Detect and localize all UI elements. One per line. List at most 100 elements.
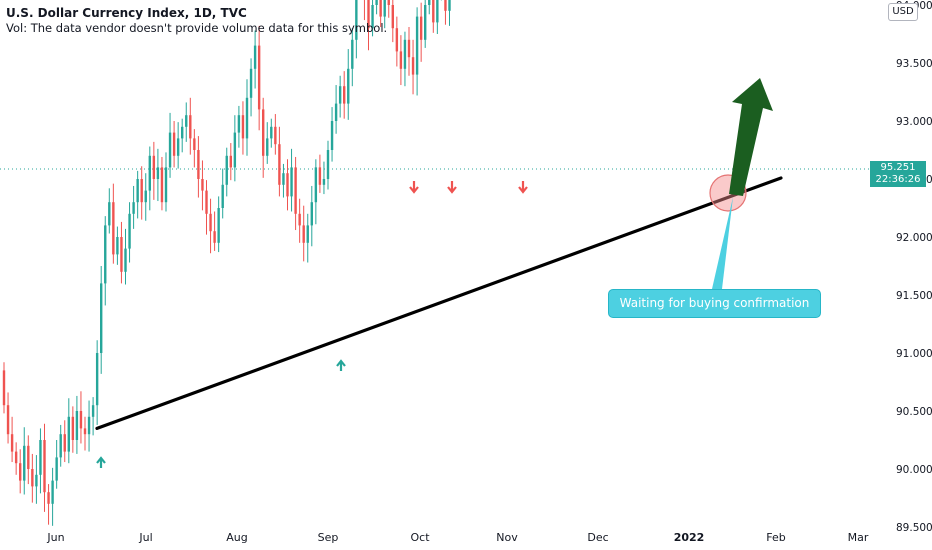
- candle: [262, 97, 265, 178]
- candle: [274, 114, 277, 155]
- candle: [399, 35, 403, 86]
- currency-button[interactable]: USD: [888, 3, 918, 21]
- candle: [148, 146, 151, 211]
- candle-body: [306, 225, 309, 243]
- candle: [367, 0, 370, 51]
- candle-body: [355, 0, 358, 40]
- candle-body: [322, 179, 326, 185]
- candle: [205, 180, 208, 235]
- candle: [124, 228, 127, 285]
- candle: [197, 136, 200, 198]
- candle: [241, 101, 245, 155]
- candle-body: [249, 68, 253, 98]
- y-tick-label: 92.000: [896, 232, 932, 244]
- candle: [351, 28, 354, 87]
- price-axis: 94.00093.50093.00092.50092.00091.50091.0…: [896, 0, 932, 534]
- candle: [87, 400, 91, 452]
- candle: [67, 398, 70, 464]
- candle: [253, 30, 257, 89]
- candle-body: [278, 144, 281, 185]
- candle-body: [100, 283, 103, 353]
- annotation-layer: [709, 78, 773, 289]
- candle: [448, 0, 451, 26]
- candle-body: [444, 0, 447, 11]
- candle: [257, 25, 261, 131]
- candle: [221, 168, 224, 219]
- candle-body: [411, 57, 415, 75]
- candle-body: [152, 155, 156, 179]
- candle-body: [128, 213, 131, 249]
- candle: [286, 159, 289, 211]
- y-tick-label: 91.000: [896, 348, 932, 360]
- candle: [444, 0, 447, 25]
- candle: [310, 185, 313, 247]
- x-tick-label: Sep: [318, 531, 339, 544]
- candle-body: [371, 5, 374, 29]
- candle-body: [35, 474, 38, 487]
- candle: [6, 392, 10, 444]
- candle-body: [168, 132, 172, 168]
- candle-body: [136, 179, 139, 203]
- candle: [306, 213, 309, 263]
- candle: [330, 107, 334, 162]
- candle-body: [257, 45, 261, 110]
- candle: [266, 122, 269, 164]
- candle-body: [31, 469, 34, 487]
- candle-body: [233, 132, 237, 168]
- candle: [432, 0, 435, 33]
- candle: [314, 159, 318, 225]
- candle-body: [286, 173, 289, 197]
- candle-body: [432, 0, 435, 23]
- candle-body: [270, 126, 273, 139]
- candle: [371, 0, 374, 37]
- candle-body: [310, 202, 313, 226]
- candle-body: [262, 109, 265, 156]
- candle: [343, 71, 346, 119]
- candle-body: [225, 155, 228, 185]
- candle-body: [197, 150, 200, 179]
- candle-body: [343, 86, 346, 104]
- support-arrow-marker: [96, 456, 106, 468]
- candle-body: [14, 451, 18, 464]
- candle-body: [47, 492, 50, 504]
- down-arrow-icon: [518, 181, 528, 194]
- annotation-callout[interactable]: Waiting for buying confirmation: [608, 289, 821, 318]
- candle: [35, 455, 38, 504]
- candle-body: [148, 155, 151, 191]
- candle: [2, 362, 6, 414]
- candle-body: [140, 179, 143, 203]
- down-arrow-icon: [409, 181, 419, 194]
- candle-body: [351, 39, 354, 69]
- candle-body: [83, 428, 87, 435]
- candle: [140, 166, 143, 220]
- candle-body: [407, 39, 411, 58]
- candle: [270, 118, 273, 148]
- candle: [160, 156, 164, 211]
- candle: [294, 156, 297, 231]
- candle: [51, 467, 54, 526]
- candle-body: [448, 0, 451, 11]
- candle-body: [221, 184, 224, 208]
- candle: [83, 416, 87, 451]
- candle: [132, 185, 135, 229]
- candle-body: [253, 45, 257, 69]
- candle: [39, 428, 42, 494]
- candle-body: [108, 202, 111, 226]
- candle-body: [367, 0, 370, 29]
- candle-body: [302, 225, 305, 243]
- candle: [334, 85, 338, 134]
- candle-body: [424, 5, 427, 40]
- candle-body: [116, 237, 119, 255]
- candle-body: [124, 248, 127, 272]
- candle-body: [201, 179, 204, 191]
- candle: [144, 173, 147, 221]
- candle: [428, 0, 431, 15]
- candle: [387, 0, 390, 18]
- candle-body: [39, 440, 42, 475]
- candle-body: [120, 237, 123, 272]
- candle: [176, 122, 180, 169]
- candle: [185, 102, 188, 142]
- bar-countdown: 22:36:26: [875, 174, 921, 185]
- candle-body: [403, 39, 407, 69]
